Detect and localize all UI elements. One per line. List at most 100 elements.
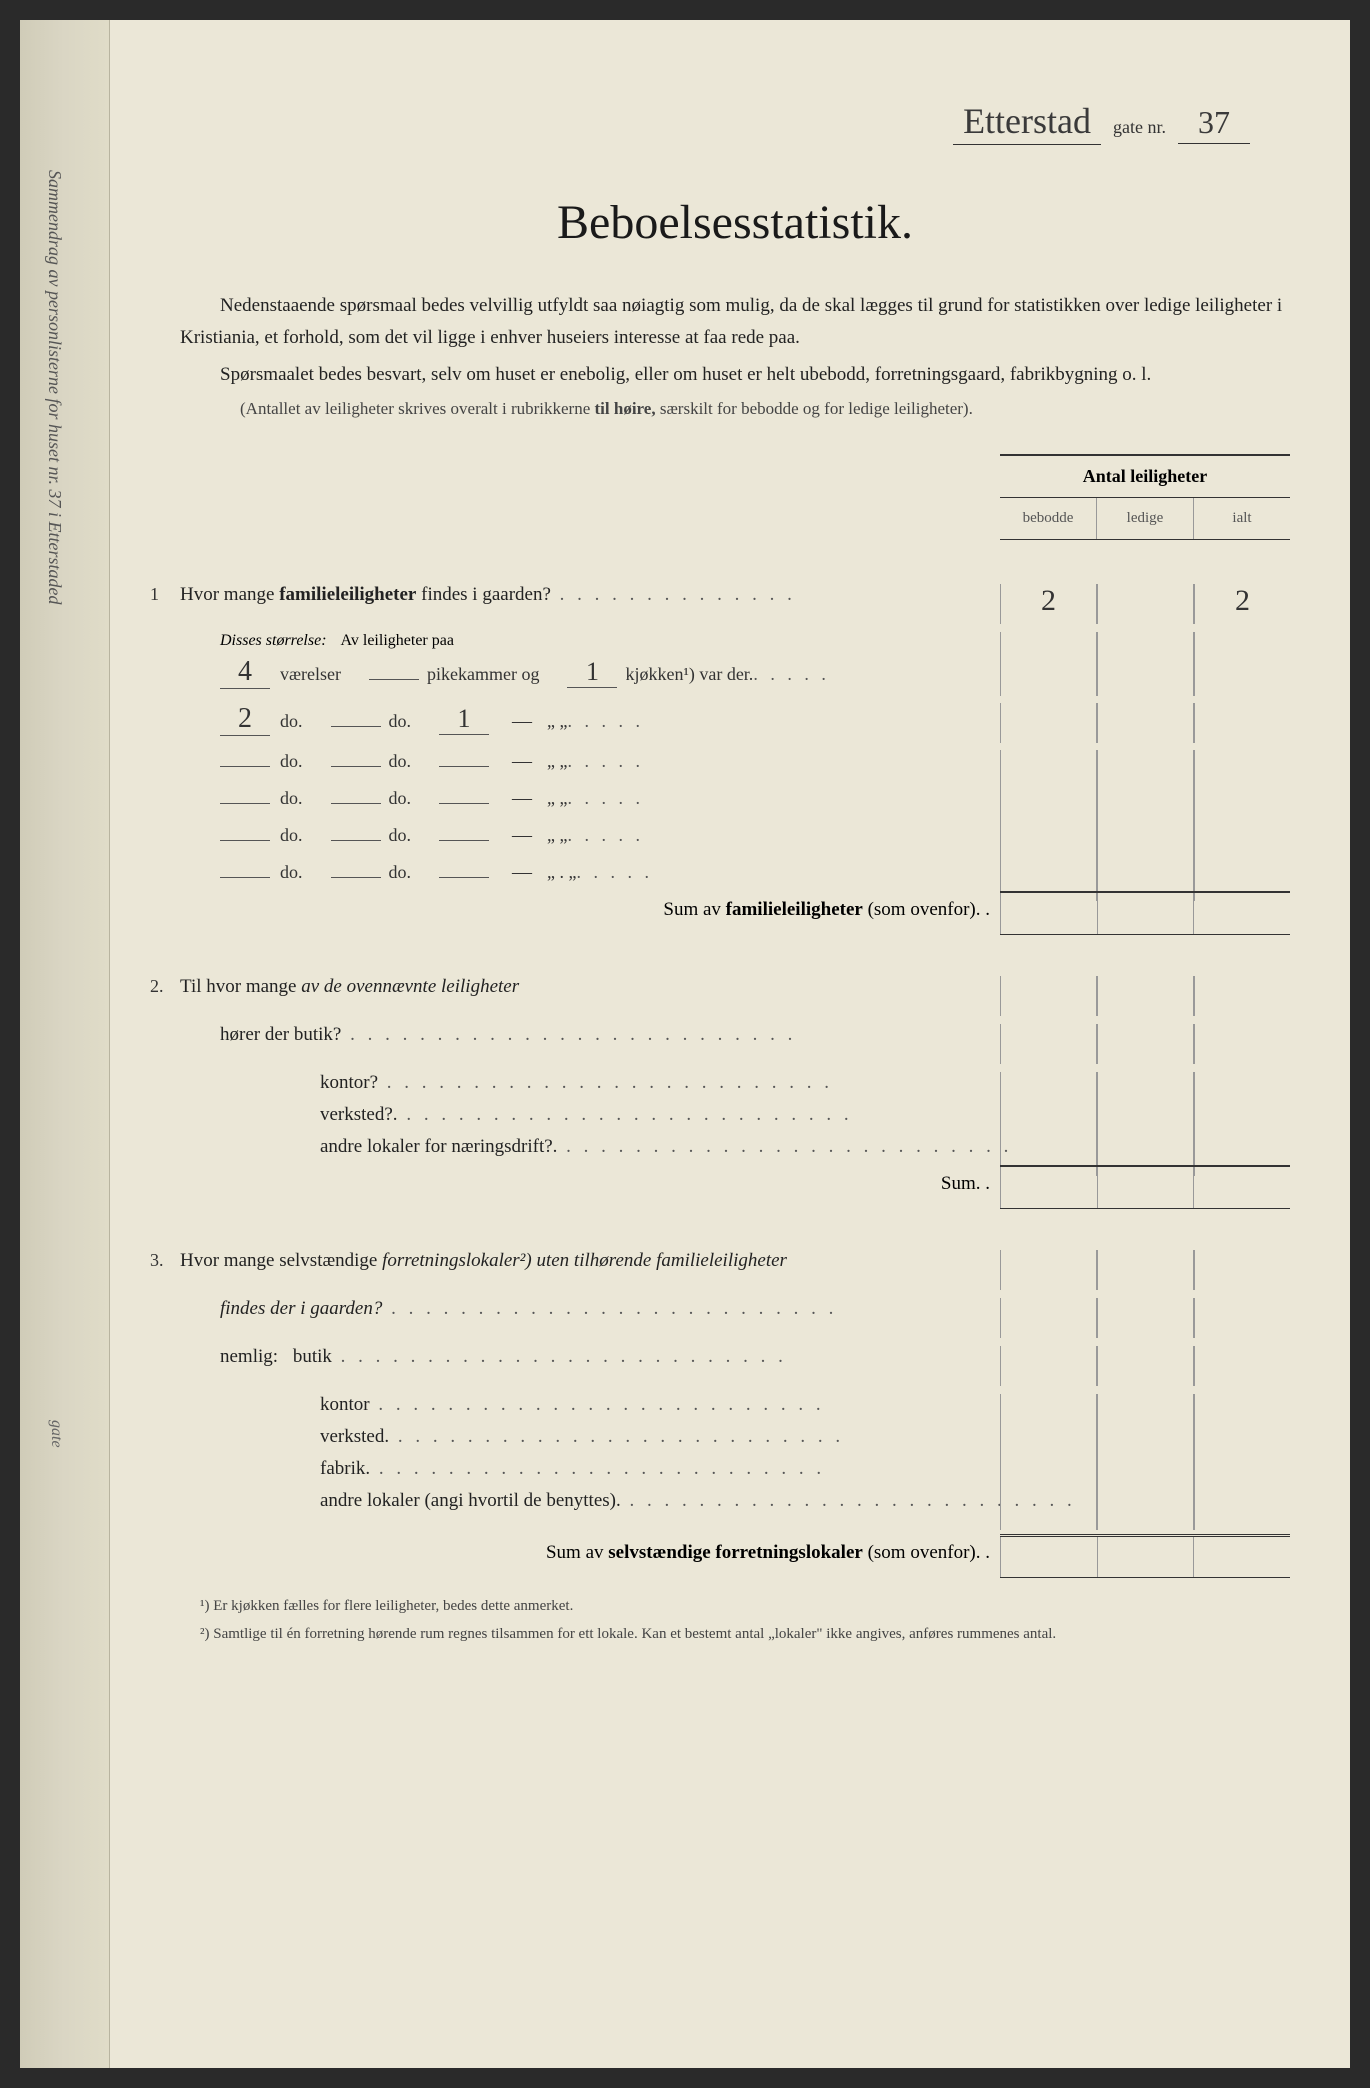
room-label1-1: do.	[280, 711, 303, 732]
room-quote-5: „ . „	[547, 862, 576, 883]
q3-italic2: familieleiligheter	[656, 1250, 787, 1271]
q2-item-2: andre lokaler for næringsdrift?.	[180, 1136, 1290, 1158]
q2-line2-cells	[1000, 1024, 1290, 1064]
q2-item-1: verksted?.	[180, 1104, 1290, 1126]
q1-sum-prefix: Sum av	[663, 899, 725, 920]
q1-num: 1	[150, 584, 159, 605]
q3-nemlig: nemlig:	[220, 1346, 278, 1367]
q3-item-2: verksted.	[180, 1426, 1290, 1448]
room-quote-1: „ „	[547, 711, 567, 732]
q2-sum: Sum. .	[941, 1173, 990, 1194]
question-2: 2. Til hvor mange av de ovennævnte leili…	[180, 976, 1290, 1016]
q1-disses: Disses størrelse:	[220, 632, 327, 649]
room-label2-1: do.	[389, 711, 412, 732]
q2-item-0: kontor?	[180, 1072, 1290, 1094]
intro-text: Nedenstaaende spørsmaal bedes velvillig …	[180, 290, 1290, 424]
intro-p3-suffix: særskilt for bebodde og for ledige leili…	[660, 399, 973, 418]
q3-mid: uten tilhørende	[532, 1250, 656, 1271]
room-row-5: do. do. —„ . „ . . . . .	[180, 861, 1290, 884]
col-ialt: ialt	[1194, 498, 1290, 539]
intro-p3: (Antallet av leiligheter skrives overalt…	[180, 395, 1290, 424]
q3-line2-italic: findes der i gaarden?	[220, 1298, 382, 1319]
room-kjok-5	[439, 877, 489, 878]
intro-p3-bold: til høire,	[595, 399, 656, 418]
intro-p2: Spørsmaalet bedes besvart, selv om huset…	[180, 359, 1290, 391]
room-label2-2: do.	[389, 751, 412, 772]
room-vaer-0: 4	[220, 656, 270, 689]
room-kjok-4	[439, 840, 489, 841]
room-pike-5	[331, 877, 381, 878]
room-pike-2	[331, 766, 381, 767]
q2-italic: av de ovennævnte leiligheter	[301, 976, 519, 997]
q1-av-leil: Av leiligheter paa	[341, 632, 454, 649]
q2-butik: hører der butik?	[220, 1024, 341, 1045]
q1-cells: 2 2	[1000, 584, 1290, 624]
q1-cell-bebodde: 2	[1000, 584, 1097, 624]
room-label1-2: do.	[280, 751, 303, 772]
q3-sum-cells	[1000, 1534, 1290, 1578]
gate-label: gate nr.	[1113, 117, 1166, 137]
room-kjok-2	[439, 766, 489, 767]
q3-item-3: fabrik.	[180, 1458, 1290, 1480]
room-cells-4	[1000, 824, 1290, 864]
footnote-2: ²) Samtlige til én forretning hørende ru…	[180, 1622, 1290, 1646]
q3-item0: butik	[293, 1346, 332, 1367]
room-label2-0: pikekammer og	[427, 664, 539, 685]
intro-p1: Nedenstaaende spørsmaal bedes velvillig …	[180, 290, 1290, 355]
q2-prefix: Til hvor mange	[180, 976, 301, 997]
q3-item0-dots	[332, 1346, 787, 1367]
q3-item-label-2: verksted.	[320, 1426, 389, 1447]
room-kjok-0: 1	[567, 657, 617, 688]
table-header-title: Antal leiligheter	[1000, 456, 1290, 498]
spine-text-main: Sammendrag av personlisterne for huset n…	[44, 170, 65, 1070]
room-label2-4: do.	[389, 825, 412, 846]
q2-item-label-0: kontor?	[320, 1072, 378, 1093]
col-ledige: ledige	[1097, 498, 1194, 539]
q2-cells	[1000, 976, 1290, 1016]
q2-dots	[341, 1024, 796, 1045]
q3-nemlig-row: nemlig: butik	[180, 1346, 1290, 1386]
q3-num: 3.	[150, 1250, 164, 1271]
q3-item-1: kontor	[180, 1394, 1290, 1416]
room-vaer-4	[220, 840, 270, 841]
q2-num: 2.	[150, 976, 164, 997]
q3-cells	[1000, 1250, 1290, 1290]
room-dash-1: —	[512, 710, 532, 733]
room-vaer-1: 2	[220, 703, 270, 736]
room-dash-3: —	[512, 787, 532, 810]
q2-sum-row: Sum. .	[180, 1173, 1290, 1195]
room-vaer-5	[220, 877, 270, 878]
q3-line2: findes der i gaarden?	[180, 1298, 1290, 1338]
q1-prefix: Hvor mange	[180, 584, 279, 605]
q3-italic1: forretningslokaler²)	[382, 1250, 532, 1271]
room-label1-5: do.	[280, 862, 303, 883]
page-container: Sammendrag av personlisterne for huset n…	[20, 20, 1350, 2068]
q3-item-cells-4	[1000, 1490, 1290, 1530]
room-pike-3	[331, 803, 381, 804]
room-cells-3	[1000, 787, 1290, 827]
room-dash-4: —	[512, 824, 532, 847]
q2-items: kontor? verksted?. andre lokaler for nær…	[180, 1072, 1290, 1158]
room-rows: 4 værelser pikekammer og 1 kjøkken¹) var…	[180, 656, 1290, 884]
room-vaer-2	[220, 766, 270, 767]
question-3: 3. Hvor mange selvstændige forretningslo…	[180, 1250, 1290, 1290]
page-title: Beboelsesstatistik.	[180, 195, 1290, 250]
footnote-1: ¹) Er kjøkken fælles for flere leilighet…	[180, 1594, 1290, 1618]
q3-items: kontor verksted. fabrik. andre lokaler (…	[180, 1394, 1290, 1512]
room-label3-0: kjøkken¹) var der.	[625, 664, 753, 685]
room-quote-4: „ „	[547, 825, 567, 846]
q3-item-4: andre lokaler (angi hvortil de benyttes)…	[180, 1490, 1290, 1512]
room-label1-0: værelser	[280, 664, 341, 685]
q3-item-label-1: kontor	[320, 1394, 370, 1415]
q2-item-label-2: andre lokaler for næringsdrift?.	[320, 1136, 557, 1157]
room-dash-5: —	[512, 861, 532, 884]
book-spine: Sammendrag av personlisterne for huset n…	[20, 20, 110, 2068]
q3-sum-suffix: (som ovenfor). .	[863, 1542, 990, 1563]
room-label1-4: do.	[280, 825, 303, 846]
room-kjok-3	[439, 803, 489, 804]
room-label2-5: do.	[389, 862, 412, 883]
q3-nemlig-cells	[1000, 1346, 1290, 1386]
room-label2-3: do.	[389, 788, 412, 809]
content-body: 1 Hvor mange familieleiligheter findes i…	[180, 454, 1290, 1564]
q1-suffix: findes i gaarden?	[416, 584, 551, 605]
